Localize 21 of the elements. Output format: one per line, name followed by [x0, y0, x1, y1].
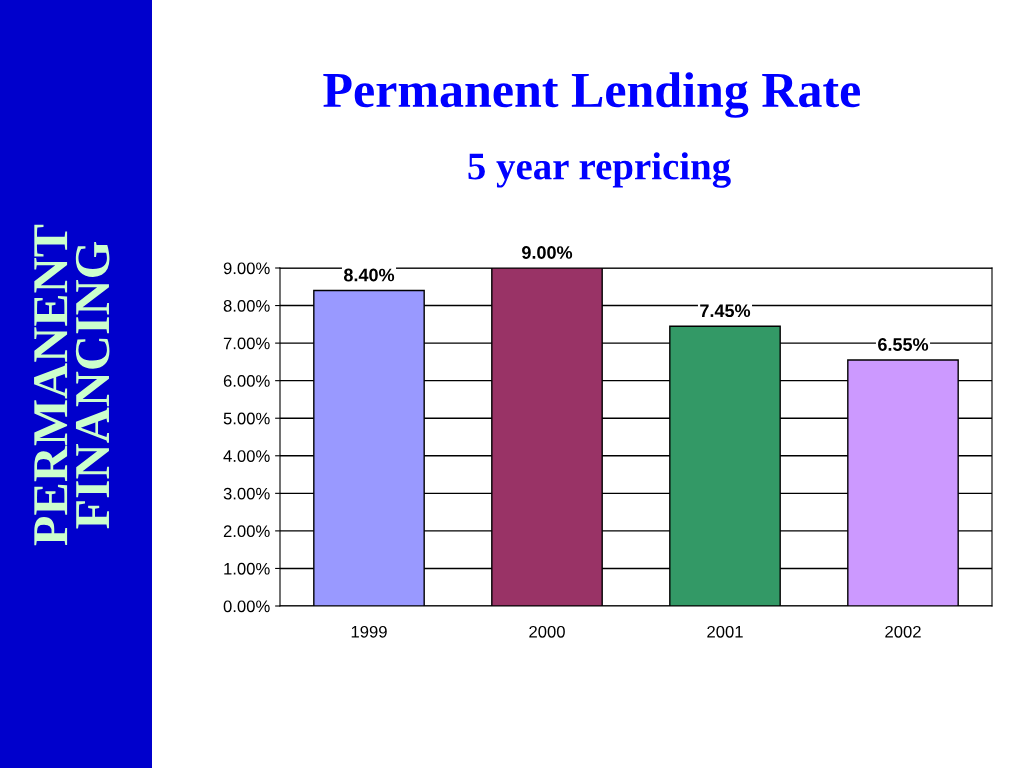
text: PERMANENT FINANCING [34, 224, 110, 546]
chart-title: Permanent Lending Rate [323, 72, 860, 118]
y-tick-label: 7.00% [223, 337, 270, 350]
y-tick-label: 2.00% [223, 525, 270, 538]
data-label: 7.45% [700, 304, 751, 318]
y-tick-label: 9.00% [223, 262, 270, 275]
y-tick-label: 5.00% [223, 412, 270, 425]
x-tick-label: 2000 [529, 625, 565, 638]
y-tick-label: 3.00% [223, 487, 270, 500]
data-label: 9.00% [522, 246, 573, 259]
data-label: 8.40% [343, 268, 395, 282]
y-tick-label: 4.00% [223, 450, 270, 462]
x-tick-label: 1999 [351, 625, 387, 638]
chart-subtitle: 5 year repricing [468, 152, 731, 188]
data-label: 6.55% [878, 338, 929, 351]
x-tick-label: 2002 [885, 625, 921, 638]
y-tick-label: 6.00% [223, 375, 270, 387]
y-tick-label: 0.00% [223, 600, 270, 613]
y-tick-label: 8.00% [223, 299, 270, 312]
y-tick-label: 1.00% [224, 562, 270, 575]
x-tick-label: 2001 [707, 625, 743, 638]
